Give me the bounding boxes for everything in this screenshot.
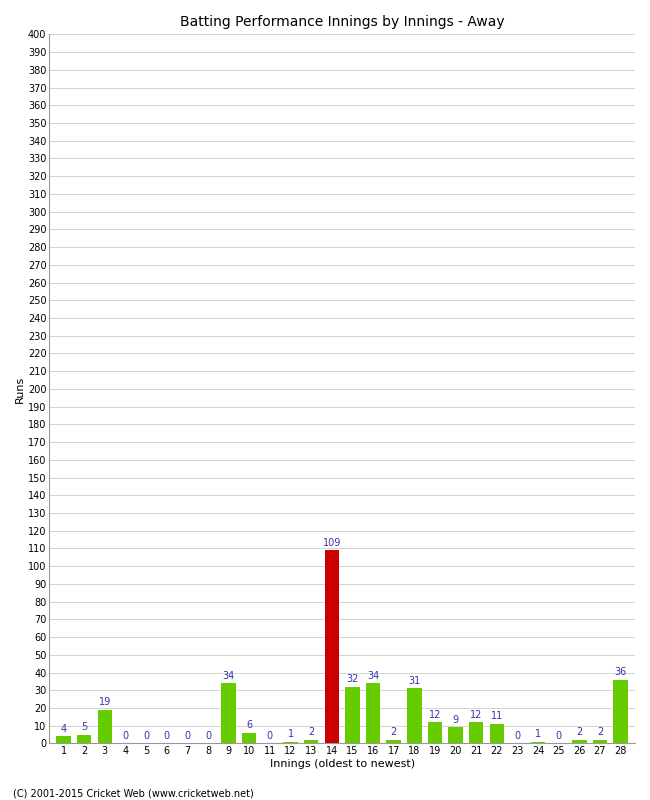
- Text: 0: 0: [164, 730, 170, 741]
- Bar: [366, 683, 380, 743]
- Text: 2: 2: [308, 727, 314, 738]
- Text: 4: 4: [60, 724, 67, 734]
- Text: 6: 6: [246, 720, 252, 730]
- Text: 1: 1: [287, 729, 294, 739]
- Text: 109: 109: [322, 538, 341, 547]
- Bar: [531, 742, 545, 743]
- Bar: [387, 740, 401, 743]
- Text: 0: 0: [205, 730, 211, 741]
- Bar: [572, 740, 586, 743]
- Text: 0: 0: [267, 730, 273, 741]
- Text: 0: 0: [143, 730, 150, 741]
- Text: 19: 19: [99, 697, 111, 707]
- Bar: [593, 740, 607, 743]
- Bar: [428, 722, 442, 743]
- Text: 0: 0: [185, 730, 190, 741]
- Text: 34: 34: [222, 670, 235, 681]
- Text: 36: 36: [614, 667, 627, 677]
- Bar: [57, 736, 71, 743]
- Title: Batting Performance Innings by Innings - Away: Batting Performance Innings by Innings -…: [180, 15, 504, 29]
- Bar: [345, 686, 359, 743]
- Bar: [242, 733, 257, 743]
- X-axis label: Innings (oldest to newest): Innings (oldest to newest): [270, 759, 415, 769]
- Bar: [77, 734, 92, 743]
- Text: 9: 9: [452, 715, 459, 725]
- Text: 0: 0: [122, 730, 129, 741]
- Text: 1: 1: [535, 729, 541, 739]
- Bar: [614, 680, 628, 743]
- Bar: [283, 742, 298, 743]
- Bar: [407, 689, 421, 743]
- Bar: [324, 550, 339, 743]
- Bar: [222, 683, 236, 743]
- Text: 2: 2: [391, 727, 396, 738]
- Bar: [469, 722, 484, 743]
- Bar: [489, 724, 504, 743]
- Text: 0: 0: [514, 730, 521, 741]
- Text: 31: 31: [408, 676, 421, 686]
- Text: 32: 32: [346, 674, 359, 684]
- Bar: [448, 727, 463, 743]
- Bar: [98, 710, 112, 743]
- Text: 0: 0: [556, 730, 562, 741]
- Text: 2: 2: [597, 727, 603, 738]
- Text: 12: 12: [429, 710, 441, 719]
- Text: 11: 11: [491, 711, 503, 722]
- Text: 5: 5: [81, 722, 87, 732]
- Y-axis label: Runs: Runs: [15, 375, 25, 402]
- Text: 34: 34: [367, 670, 379, 681]
- Text: (C) 2001-2015 Cricket Web (www.cricketweb.net): (C) 2001-2015 Cricket Web (www.cricketwe…: [13, 788, 254, 798]
- Text: 2: 2: [576, 727, 582, 738]
- Bar: [304, 740, 318, 743]
- Text: 12: 12: [470, 710, 482, 719]
